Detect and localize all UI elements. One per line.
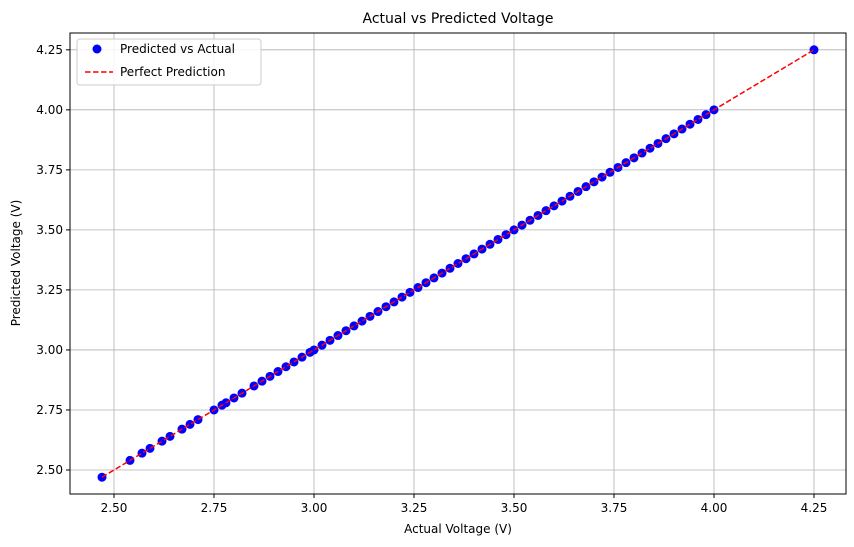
scatter-point: [289, 357, 299, 367]
y-tick-label: 2.75: [36, 403, 63, 417]
scatter-point: [493, 234, 503, 244]
scatter-point: [549, 201, 559, 211]
y-axis-label: Predicted Voltage (V): [9, 200, 23, 327]
scatter-point: [145, 443, 155, 453]
y-tick-label: 2.50: [36, 463, 63, 477]
scatter-point: [645, 143, 655, 153]
y-tick-label: 4.00: [36, 103, 63, 117]
scatter-point: [185, 419, 195, 429]
x-axis-label: Actual Voltage (V): [404, 522, 512, 536]
legend: Predicted vs Actual Perfect Prediction: [76, 38, 262, 86]
x-tick-label: 3.00: [301, 501, 328, 515]
scatter-point: [137, 448, 147, 458]
x-tick-label: 4.00: [701, 501, 728, 515]
scatter-point: [281, 362, 291, 372]
scatter-point: [541, 206, 551, 216]
x-axis-ticks: 2.50 2.75 3.00 3.25 3.50 3.75 4.00 4.25: [101, 494, 828, 515]
scatter-point: [349, 321, 359, 331]
x-tick-label: 3.25: [401, 501, 428, 515]
y-tick-label: 3.25: [36, 283, 63, 297]
scatter-point: [809, 45, 819, 55]
legend-label-line: Perfect Prediction: [120, 65, 225, 79]
y-tick-label: 3.50: [36, 223, 63, 237]
y-axis-ticks: 2.50 2.75 3.00 3.25 3.50 3.75 4.00 4.25: [36, 43, 70, 477]
scatter-point: [157, 436, 167, 446]
plot-area-frame: [69, 32, 847, 495]
legend-label-scatter: Predicted vs Actual: [120, 42, 235, 56]
scatter-point: [397, 292, 407, 302]
perfect-prediction-line: [101, 49, 815, 478]
legend-marker-scatter: [92, 44, 102, 54]
legend-box: [76, 38, 262, 86]
y-tick-label: 3.00: [36, 343, 63, 357]
chart-title: Actual vs Predicted Voltage: [362, 11, 553, 27]
scatter-point: [693, 114, 703, 124]
scatter-point: [309, 345, 319, 355]
scatter-point: [589, 177, 599, 187]
scatter-point: [597, 172, 607, 182]
scatter-point: [405, 287, 415, 297]
scatter-point: [193, 415, 203, 425]
scatter-point: [445, 263, 455, 273]
x-tick-label: 2.75: [201, 501, 228, 515]
x-tick-label: 3.75: [601, 501, 628, 515]
y-tick-label: 3.75: [36, 163, 63, 177]
scatter-point: [165, 431, 175, 441]
y-tick-label: 4.25: [36, 43, 63, 57]
x-tick-label: 4.25: [801, 501, 828, 515]
scatter-point: [685, 119, 695, 129]
x-tick-label: 2.50: [101, 501, 128, 515]
scatter-point: [637, 148, 647, 158]
scatter-point: [357, 316, 367, 326]
grid-lines: [70, 33, 846, 494]
x-tick-label: 3.50: [501, 501, 528, 515]
scatter-point: [453, 259, 463, 268]
scatter-point: [501, 230, 511, 240]
